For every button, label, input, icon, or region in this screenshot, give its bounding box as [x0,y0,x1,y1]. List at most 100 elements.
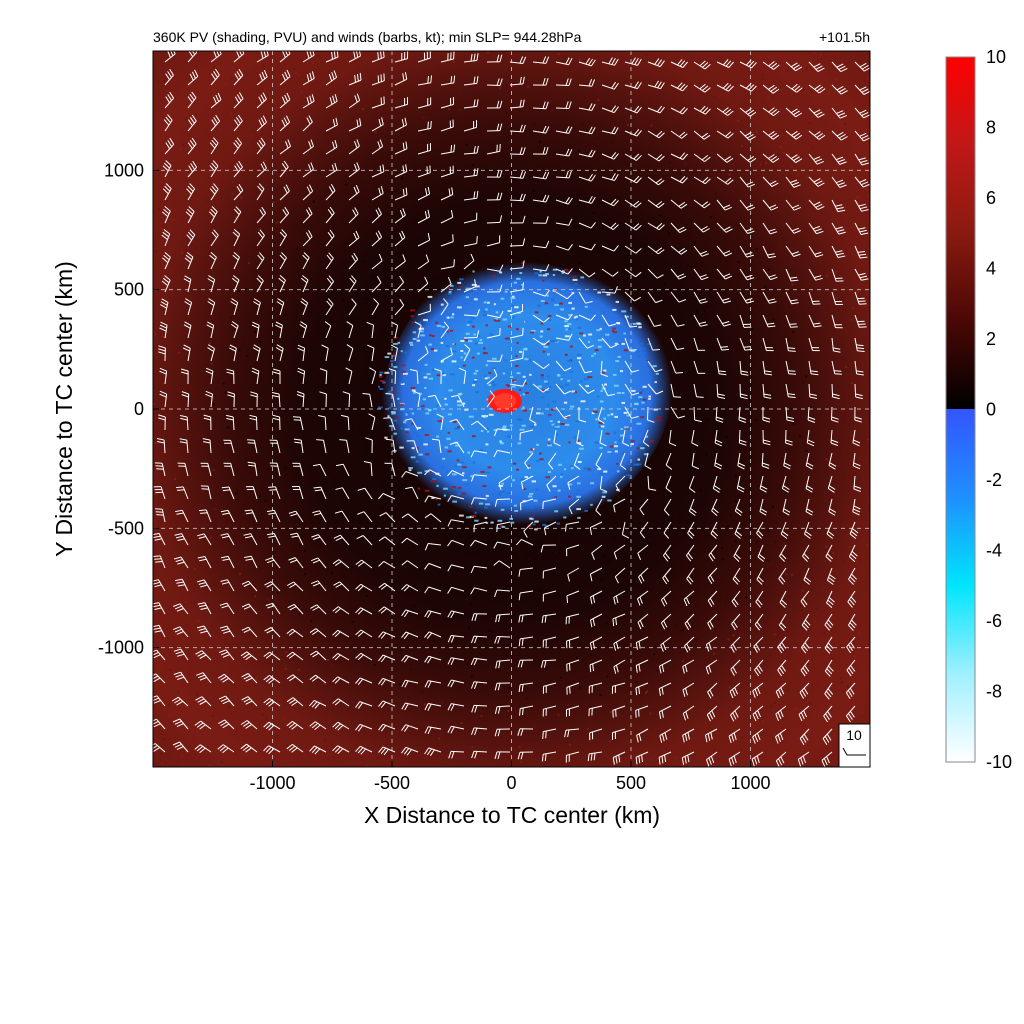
wind-barb [440,277,452,293]
pv-negative-speckle [487,376,490,379]
wind-barb [831,107,847,119]
pv-speckle [230,77,233,80]
pv-speckle [737,417,740,420]
wind-barb [463,53,479,63]
wind-barb [517,659,534,668]
wind-barb [302,184,314,201]
pv-negative-speckle [485,522,489,524]
wind-barb [624,222,642,231]
pv-negative-speckle [616,392,622,394]
pv-negative-speckle [505,384,509,387]
pv-negative-speckle [562,270,565,273]
pv-speckle [673,353,675,356]
pv-negative-speckle [577,442,582,445]
wind-barb [555,126,573,134]
pv-speckle [212,469,215,471]
pv-speckle [211,714,214,717]
pv-negative-speckle [564,325,569,328]
pv-negative-speckle [577,326,582,329]
pv-negative-speckle [597,291,602,294]
wind-barb [681,751,695,765]
pv-speckle [855,560,858,563]
wind-barb [519,705,534,716]
pv-speckle [389,589,392,592]
pv-speckle [430,536,432,539]
forecast-hour-label: +101.5h [819,29,870,45]
wind-barb [542,728,557,739]
pv-speckle [518,258,521,261]
pv-negative-speckle [400,427,403,430]
pv-speckle [497,669,500,672]
wind-barb [232,252,240,270]
wind-barb [670,291,686,303]
wind-barb [332,676,350,684]
wind-barb [184,252,194,270]
wind-barb [194,720,212,730]
wind-barb [785,199,801,211]
wind-barb [292,416,304,431]
pv-speckle [771,505,774,508]
pv-negative-speckle [571,307,575,310]
wind-barb [471,613,488,621]
wind-barb [311,534,327,546]
pv-speckle [771,180,774,182]
pv-speckle [837,443,840,446]
pv-speckle [565,729,568,732]
pv-negative-speckle [596,329,601,332]
wind-barb [578,337,594,349]
wind-barb [244,509,258,523]
pv-speckle [597,137,600,139]
pv-negative-speckle [405,431,409,434]
pv-negative-speckle [598,345,602,348]
pv-negative-speckle [548,318,552,321]
wind-barb [619,452,627,470]
wind-barb [852,498,861,516]
wind-barb [312,510,327,523]
wind-barb [635,659,649,673]
pv-negative-speckle [510,521,515,524]
wind-barb [495,613,511,623]
pv-speckle [215,128,217,131]
wind-barb [518,567,534,577]
wind-barb [311,580,327,592]
wind-barb [256,183,265,201]
pv-speckle [280,409,282,412]
pv-negative-speckle [424,470,430,473]
pv-speckle [738,385,741,388]
pv-speckle [729,132,732,135]
wind-barb [716,268,733,280]
pv-negative-speckle [536,443,539,446]
wind-barb [589,728,603,741]
pv-negative-speckle [580,400,586,403]
pv-negative-speckle [418,453,423,456]
wind-barb [229,344,237,362]
pv-negative-speckle [630,440,635,443]
wind-barb [302,230,313,247]
wind-barb [601,57,619,66]
pv-speckle [300,90,303,93]
pv-speckle [302,344,305,347]
wind-barb [233,51,245,63]
wind-barb [355,652,373,661]
colorbar-tick-label: 4 [986,259,996,279]
pv-speckle [779,145,782,148]
wind-barb [434,368,442,385]
pv-speckle [629,504,632,507]
pv-negative-speckle [621,392,625,394]
pv-negative-speckle [437,503,441,506]
pv-speckle [840,677,842,680]
pv-speckle [216,213,219,216]
pv-negative-speckle [446,470,449,473]
pv-speckle [459,89,462,92]
pv-speckle [693,129,696,132]
pv-negative-speckle [620,370,623,373]
pv-speckle [866,77,869,80]
pv-negative-speckle [455,444,460,447]
pv-negative-speckle [379,375,383,378]
wind-barb [449,441,465,454]
wind-barb [231,321,239,339]
pv-negative-speckle [457,463,462,466]
pv-negative-speckle [599,446,603,449]
wind-barb [854,153,870,166]
pv-speckle [487,51,489,54]
